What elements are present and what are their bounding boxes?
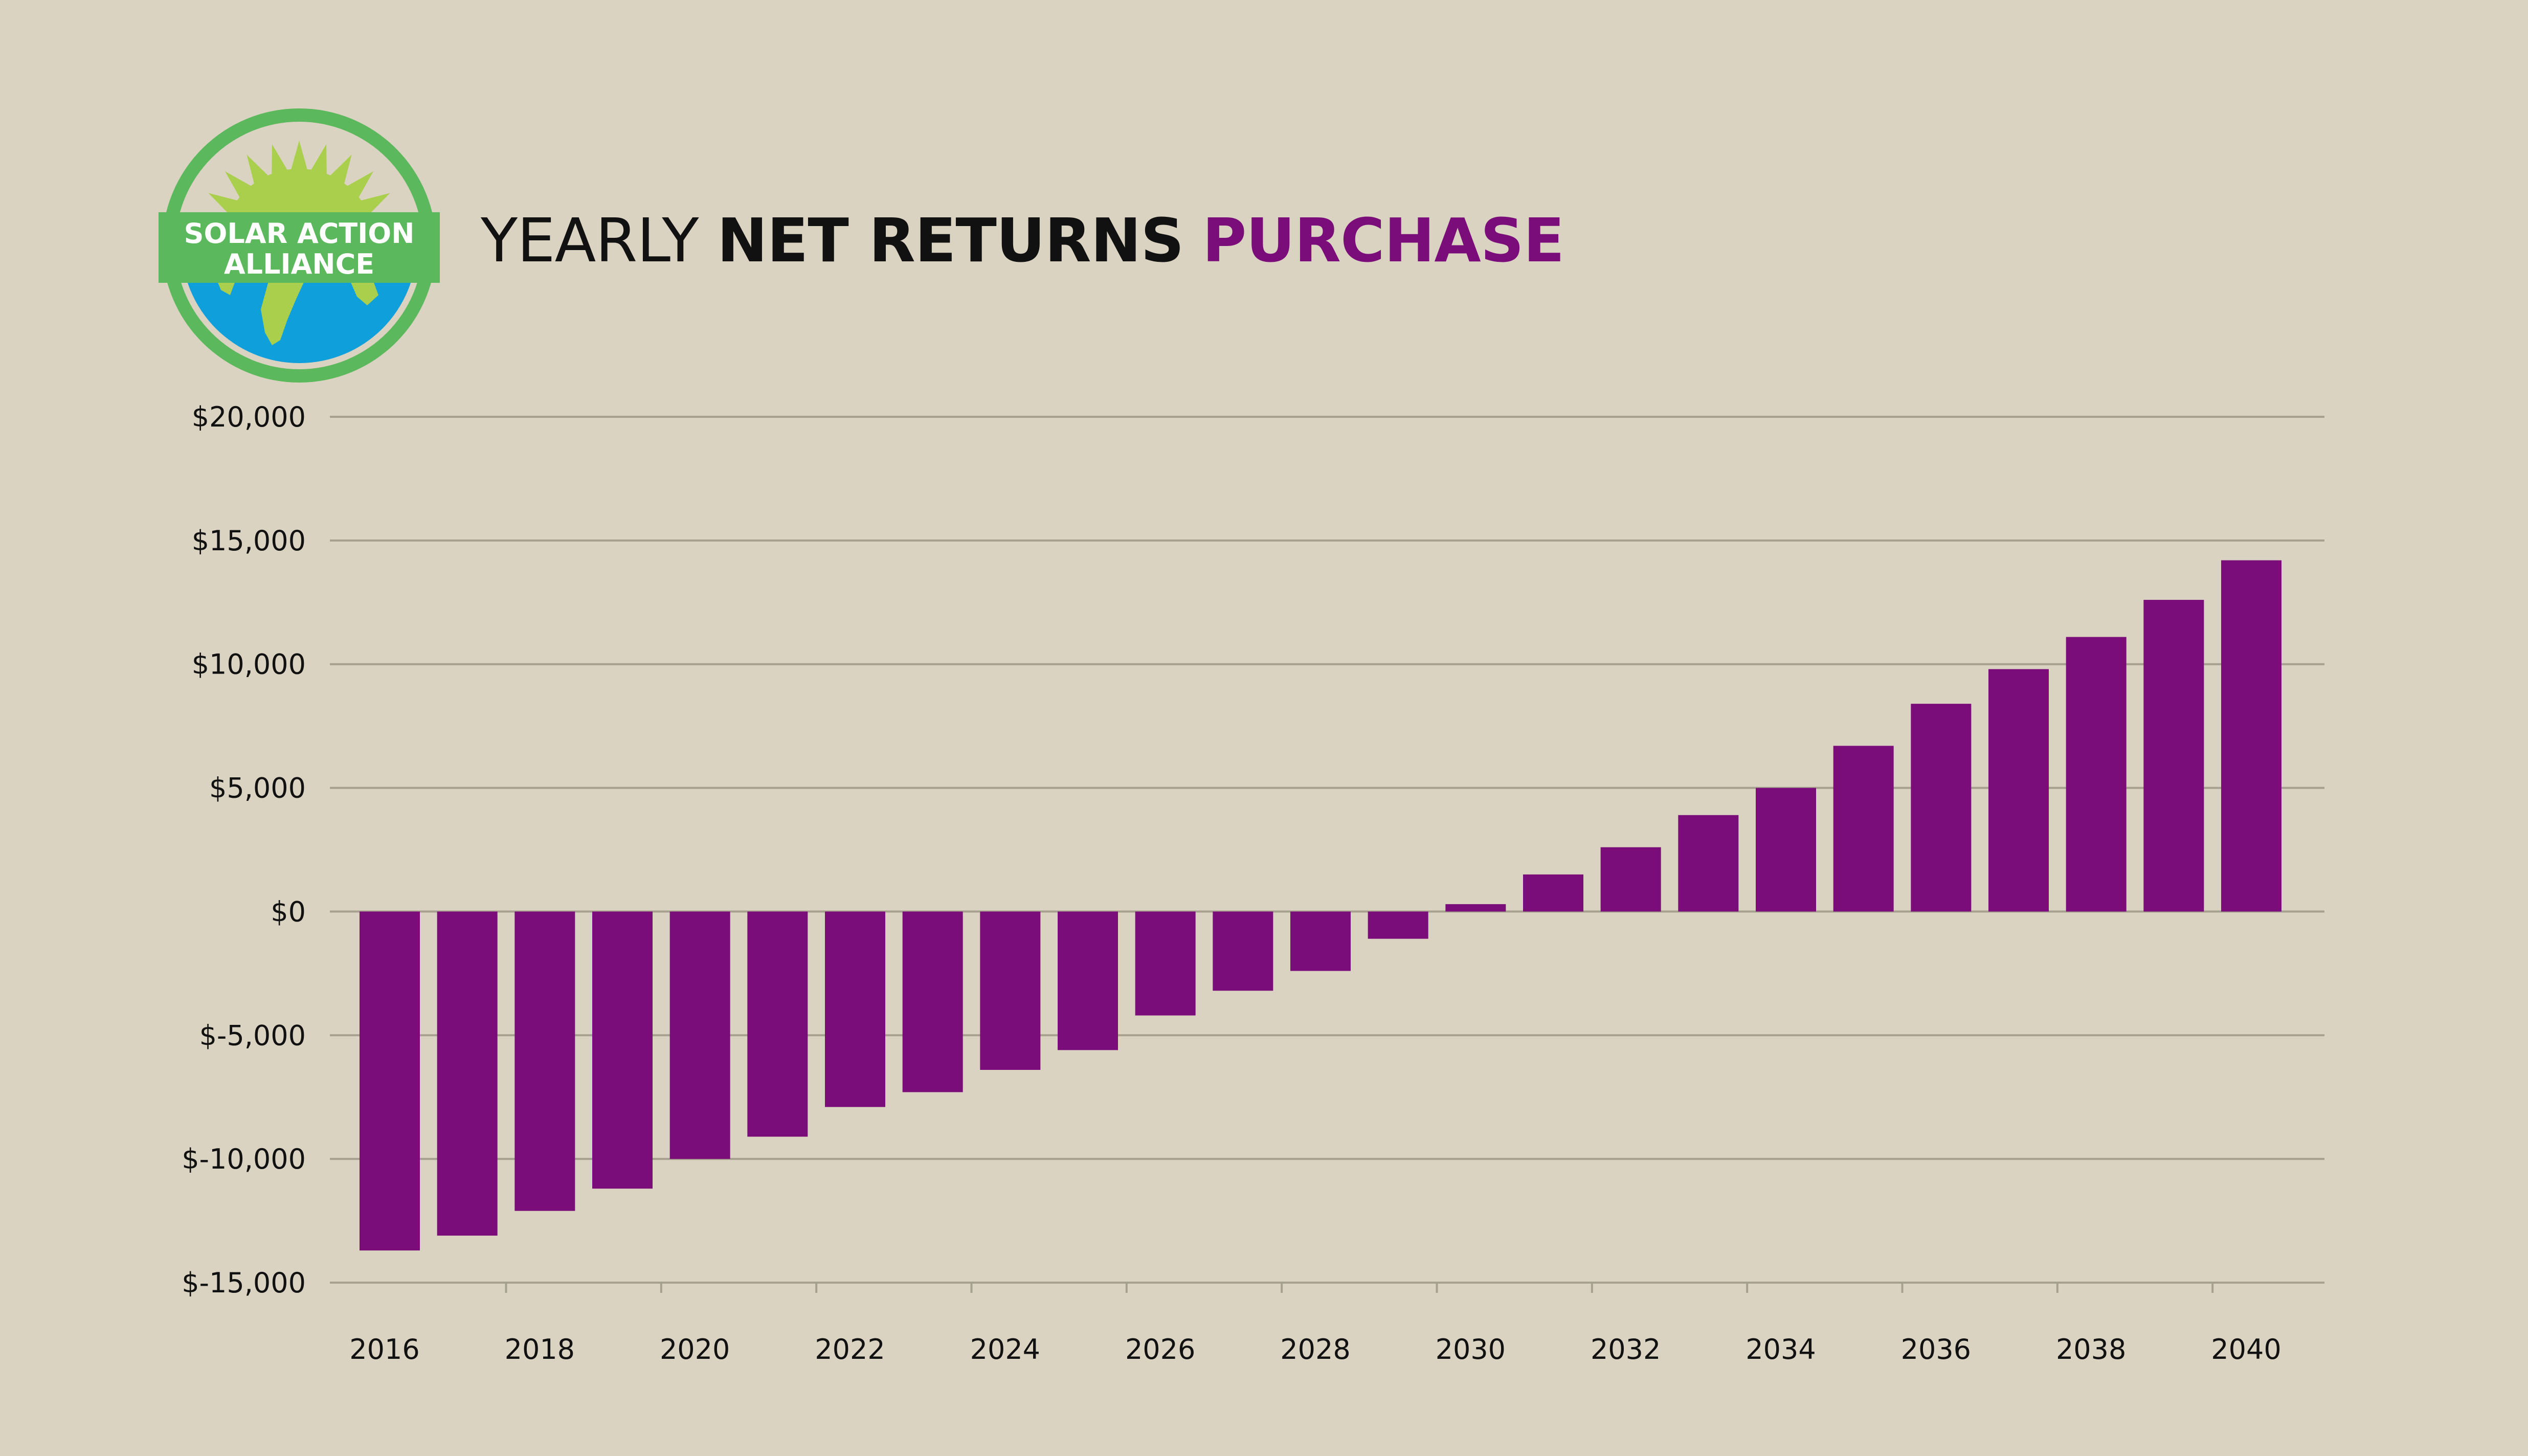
bar-2017: [437, 911, 498, 1236]
bar-2030: [1445, 904, 1506, 912]
sun-ray: [360, 193, 390, 215]
x-tick-label: 2028: [1280, 1333, 1350, 1365]
sun-ray: [329, 154, 352, 185]
y-tick-label: $0: [271, 895, 306, 928]
x-tick-label: 2026: [1125, 1333, 1195, 1365]
x-tick-label: 2018: [505, 1333, 575, 1365]
bar-2031: [1523, 874, 1583, 912]
x-tick-label: 2016: [349, 1333, 419, 1365]
bar-2025: [1058, 911, 1118, 1050]
title-part-purchase: PURCHASE: [1202, 205, 1564, 276]
bar-2032: [1600, 847, 1661, 912]
bar-2040: [2221, 560, 2281, 912]
bar-2022: [825, 911, 885, 1107]
solar-action-alliance-logo: SOLAR ACTION ALLIANCE: [159, 108, 440, 383]
bar-2024: [980, 911, 1041, 1070]
x-tick-labels: 2016 2018 2020 2022 2024 2026 2028 2030 2032 2034…: [349, 1333, 2281, 1365]
x-tick-label: 2020: [660, 1333, 730, 1365]
logo-text-line1: SOLAR ACTION: [184, 217, 415, 250]
bar-2016: [360, 911, 420, 1251]
bar-2023: [902, 911, 963, 1092]
x-tick-label: 2034: [1746, 1333, 1816, 1365]
bar-2027: [1213, 911, 1273, 991]
globe-continent-icon: [261, 281, 304, 345]
bar-2028: [1290, 911, 1351, 971]
x-tick-label: 2032: [1591, 1333, 1661, 1365]
y-tick-label: $-5,000: [199, 1019, 306, 1051]
sun-ray: [310, 144, 327, 175]
y-tick-label: $15,000: [192, 525, 306, 557]
bar-2021: [747, 911, 808, 1137]
bar-2038: [2066, 637, 2127, 912]
title-part-net-returns: NET RETURNS: [717, 205, 1184, 276]
y-tick-label: $-10,000: [182, 1143, 306, 1175]
bars: [360, 560, 2281, 1251]
bar-2034: [1756, 788, 1816, 912]
bar-2026: [1135, 911, 1196, 1016]
x-tick-label: 2040: [2211, 1333, 2281, 1365]
x-tick-label: 2024: [970, 1333, 1040, 1365]
bar-2033: [1678, 815, 1739, 912]
sun-ray: [272, 144, 288, 175]
y-tick-label: $20,000: [192, 401, 306, 433]
sun-ray: [290, 141, 308, 170]
bar-2039: [2143, 599, 2204, 912]
x-tick-label: 2036: [1901, 1333, 1971, 1365]
bar-2036: [1911, 704, 1972, 912]
bar-2029: [1368, 911, 1428, 939]
bar-2037: [1988, 669, 2049, 912]
logo-text-line2: ALLIANCE: [224, 248, 374, 280]
x-tick-label: 2022: [815, 1333, 885, 1365]
y-tick-labels: $20,000 $15,000 $10,000 $5,000 $0 $-5,000 $-10…: [182, 401, 306, 1299]
title-part-yearly: YEARLY: [481, 205, 699, 276]
x-tick-label: 2038: [2056, 1333, 2126, 1365]
chart-title: YEARLY NET RETURNS PURCHASE: [481, 202, 1564, 279]
x-tick-label: 2030: [1436, 1333, 1506, 1365]
bar-2035: [1833, 746, 1894, 912]
bar-2019: [592, 911, 653, 1189]
y-tick-label: $-15,000: [182, 1267, 306, 1299]
sun-ray: [247, 154, 269, 185]
y-tick-label: $5,000: [209, 772, 306, 804]
y-tick-label: $10,000: [192, 648, 306, 681]
x-axis: [505, 1283, 2214, 1293]
bar-2018: [514, 911, 575, 1211]
sun-ray: [208, 193, 238, 215]
bar-2020: [669, 911, 730, 1159]
